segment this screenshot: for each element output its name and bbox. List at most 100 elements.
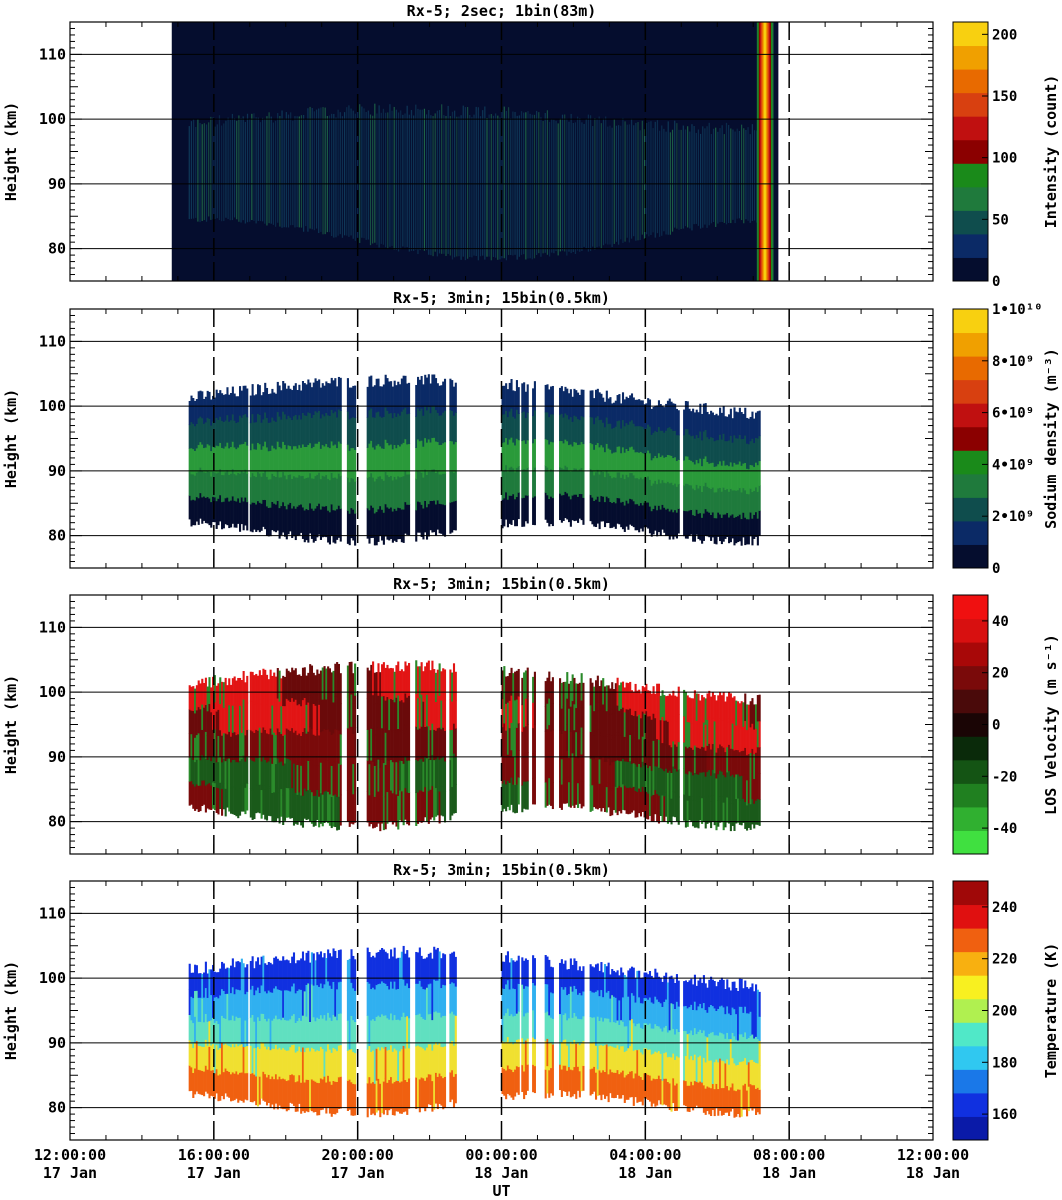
data-cell [443,1015,447,1047]
intensity-streak [201,124,203,222]
data-cell [533,724,536,752]
colorbar-segment [953,951,988,976]
data-cell [206,973,209,998]
intensity-streak [676,123,678,229]
data-cell [731,442,734,467]
data-cell [724,801,727,828]
data-cell [560,413,563,442]
data-cell [350,726,353,760]
data-cell [569,444,572,472]
data-cell [710,748,713,776]
data-cell [582,756,585,782]
data-cell [386,442,389,476]
data-cell [593,734,596,760]
data-cell [373,512,376,546]
data-cell [285,698,288,729]
data-cell [672,766,675,792]
data-cell [510,466,513,496]
data-cell [390,1044,393,1078]
data-cell [668,1082,671,1111]
data-cell [296,419,299,449]
data-cell [230,1073,233,1102]
data-cell [566,1045,569,1071]
data-cell [744,801,747,829]
data-cell [194,450,197,476]
data-cell [451,1069,454,1100]
data-cell [336,729,339,764]
data-cell [652,508,655,535]
data-cell [246,675,249,704]
data-cell [395,510,398,543]
data-cell [641,426,644,454]
data-cell [400,730,403,761]
data-cell [246,388,249,418]
data-cell [427,1043,430,1075]
data-cell [621,446,625,475]
data-cell [348,513,351,546]
data-cell [346,444,349,478]
data-cell [391,988,394,1021]
data-cell [560,467,563,496]
data-cell [505,410,508,439]
data-cell [672,740,675,767]
data-cell [282,765,285,796]
data-cell [217,1074,220,1102]
data-cell [325,958,328,990]
data-cell [256,730,260,759]
intensity-streak [561,114,564,251]
data-cell [753,1038,756,1062]
data-cell [438,791,441,824]
data-cell [451,1040,454,1071]
data-cell [215,972,218,997]
data-cell [309,664,312,696]
data-cell [564,960,567,988]
data-cell [228,968,231,995]
data-cell [609,998,612,1023]
data-cell [726,440,729,466]
data-cell [310,1078,314,1112]
data-cell [568,708,571,734]
data-cell [390,790,393,822]
data-cell [711,412,714,438]
data-cell [201,998,204,1023]
data-cell [255,784,258,814]
data-cell [715,465,718,493]
data-cell [384,503,387,537]
colorbar-segment [953,642,988,667]
data-cell [231,732,234,760]
data-cell [575,1043,578,1072]
data-cell [735,1039,738,1066]
data-cell [695,1009,698,1035]
data-cell [328,985,331,1018]
data-cell [300,1082,303,1114]
data-cell [249,1073,252,1102]
data-cell [755,412,758,438]
data-cell [514,784,517,814]
data-cell [706,436,709,463]
data-cell [395,1019,398,1051]
data-cell [273,1078,276,1110]
data-cell [654,505,657,531]
data-cell [323,415,326,447]
data-cell [231,495,234,524]
data-cell [744,517,747,546]
data-cell [591,733,594,760]
colorbar-segment [953,759,988,784]
intensity-streak [505,110,508,261]
data-cell [242,755,245,784]
data-cell [314,1051,317,1082]
data-cell [267,961,270,991]
data-cell [267,679,270,707]
data-cell [429,1013,432,1045]
data-cell [431,785,434,818]
data-cell [747,802,750,828]
data-cell [728,718,731,745]
data-cell [368,794,371,827]
data-cell [508,672,511,701]
intensity-streak [419,109,421,251]
data-cell [350,447,353,479]
data-cell [668,976,671,1004]
data-cell [665,999,668,1026]
data-cell [636,425,639,453]
